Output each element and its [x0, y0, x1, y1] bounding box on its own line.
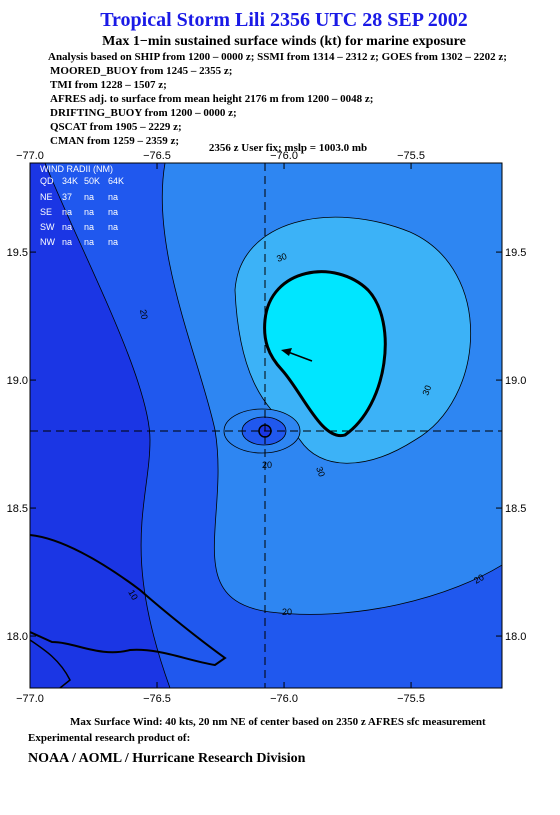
y-tick-label: 19.5 — [505, 247, 526, 259]
radii-cell: SE — [40, 207, 52, 217]
contour-label: 30 — [275, 251, 288, 264]
radii-cell: 37 — [62, 192, 72, 202]
subtitle: Max 1−min sustained surface winds (kt) f… — [102, 34, 466, 49]
contour-label: 20 — [138, 309, 150, 321]
radii-cell: na — [62, 237, 72, 247]
y-tick-label: 19.5 — [7, 247, 28, 259]
radii-cell: NW — [40, 237, 55, 247]
radii-cell: na — [108, 207, 118, 217]
x-tick-label: −77.0 — [16, 693, 44, 705]
contour-label: 10 — [126, 588, 140, 602]
x-tick-label: −76.0 — [270, 150, 298, 162]
product: Experimental research product of: — [28, 732, 190, 744]
axes: −77.0 −77.0 −76.5 −76.5 −76.0 −76.0 −75.5 −75.5… — [7, 150, 527, 705]
y-tick-label: 19.0 — [505, 375, 526, 387]
title: Tropical Storm Lili 2356 UTC 28 SEP 2002 — [100, 9, 468, 31]
analysis-line: AFRES adj. to surface from mean height 2… — [50, 93, 373, 105]
radii-title: WIND RADII (NM) — [40, 164, 113, 174]
analysis-line: DRIFTING_BUOY from 1200 – 0000 z; — [50, 107, 237, 119]
y-tick-label: 19.0 — [7, 375, 28, 387]
analysis-line: Analysis based on SHIP from 1200 – 0000 … — [48, 51, 507, 63]
organization: NOAA / AOML / Hurricane Research Divisio… — [28, 751, 306, 766]
radii-cell: na — [62, 222, 72, 232]
x-tick-label: −77.0 — [16, 150, 44, 162]
radii-header: 34K — [62, 176, 78, 186]
radii-header: 50K — [84, 176, 100, 186]
contour-label: 20 — [472, 572, 486, 586]
y-tick-label: 18.5 — [7, 503, 28, 515]
max-wind-contour — [263, 270, 387, 438]
analysis-line: QSCAT from 1905 – 2229 z; — [50, 121, 182, 133]
y-tick-label: 18.0 — [7, 631, 28, 643]
contour-label: 20 — [282, 607, 292, 617]
x-tick-label: −76.0 — [270, 693, 298, 705]
motion-arrow — [287, 351, 313, 362]
radii-cell: na — [108, 192, 118, 202]
x-tick-label: −76.5 — [143, 693, 171, 705]
radii-cell: NE — [40, 192, 53, 202]
x-tick-label: −75.5 — [397, 150, 425, 162]
radii-header: QD — [40, 176, 54, 186]
y-tick-label: 18.5 — [505, 503, 526, 515]
analysis-line: MOORED_BUOY from 1245 – 2355 z; — [50, 65, 232, 77]
radii-header: 64K — [108, 176, 124, 186]
fix-line: 2356 z User fix; mslp = 1003.0 mb — [209, 142, 367, 154]
analysis-lines: Analysis based on SHIP from 1200 – 0000 … — [48, 51, 507, 147]
map-frame — [29, 162, 503, 689]
motion-arrowhead — [281, 348, 292, 356]
x-tick-label: −75.5 — [397, 693, 425, 705]
radii-cell: na — [84, 222, 94, 232]
max-wind: Max Surface Wind: 40 kts, 20 nm NE of ce… — [70, 716, 486, 728]
analysis-line: TMI from 1228 – 1507 z; — [50, 79, 167, 91]
contour-label: 30 — [314, 465, 327, 478]
radii-cell: SW — [40, 222, 55, 232]
radii-cell: na — [62, 207, 72, 217]
radii-cell: na — [108, 237, 118, 247]
coastline — [30, 534, 227, 667]
map-field — [30, 163, 502, 688]
contour-label: 20 — [262, 460, 272, 470]
radii-cell: na — [84, 207, 94, 217]
analysis-line: CMAN from 1259 – 2359 z; — [50, 135, 179, 147]
contour-label: 30 — [420, 384, 433, 397]
radii-cell: na — [84, 192, 94, 202]
wind-radii-table: WIND RADII (NM) QD 34K 50K 64K NE 37 na na SE na na… — [40, 164, 124, 247]
radii-cell: na — [84, 237, 94, 247]
radii-cell: na — [108, 222, 118, 232]
coastline — [30, 639, 71, 688]
y-tick-label: 18.0 — [505, 631, 526, 643]
x-tick-label: −76.5 — [143, 150, 171, 162]
